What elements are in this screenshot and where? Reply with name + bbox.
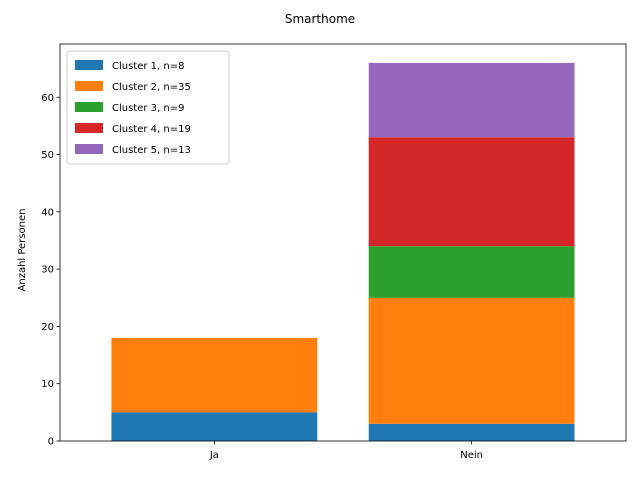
legend-swatch-4 bbox=[75, 123, 103, 133]
y-axis-label: Anzahl Personen bbox=[17, 209, 28, 292]
legend-label-2: Cluster 2, n=35 bbox=[112, 82, 191, 93]
bar-nein-series-3 bbox=[368, 246, 575, 298]
legend: Cluster 1, n=8 Cluster 2, n=35 Cluster 3, … bbox=[66, 50, 230, 165]
bar-nein-series-4 bbox=[368, 137, 575, 247]
x-tick-label-nein: Nein bbox=[460, 450, 483, 461]
y-tick-label: 30 bbox=[41, 265, 54, 276]
legend-label-4: Cluster 4, n=19 bbox=[112, 124, 191, 135]
bar-ja-series-2 bbox=[111, 337, 318, 413]
legend-label-1: Cluster 1, n=8 bbox=[112, 61, 184, 72]
legend-swatch-2 bbox=[75, 81, 103, 91]
legend-swatch-5 bbox=[75, 144, 103, 154]
bar-ja-series-1 bbox=[111, 412, 318, 441]
bar-nein-series-2 bbox=[368, 297, 575, 424]
bar-nein-series-5 bbox=[368, 62, 575, 138]
legend-label-3: Cluster 3, n=9 bbox=[112, 103, 184, 114]
chart-title: Smarthome bbox=[285, 12, 355, 26]
y-tick-label: 60 bbox=[41, 93, 54, 104]
y-tick-label: 40 bbox=[41, 207, 54, 218]
y-tick-label: 0 bbox=[48, 437, 54, 448]
legend-swatch-3 bbox=[75, 102, 103, 112]
y-tick-label: 20 bbox=[41, 322, 54, 333]
legend-label-5: Cluster 5, n=13 bbox=[112, 145, 191, 156]
x-tick-label-ja: Ja bbox=[209, 450, 219, 461]
y-tick-label: 10 bbox=[41, 379, 54, 390]
legend-swatch-1 bbox=[75, 60, 103, 70]
axes-layer: 0 10 20 30 40 50 60 Ja Nein bbox=[41, 43, 627, 461]
plot-frame bbox=[59, 43, 627, 442]
bars-layer bbox=[111, 62, 575, 441]
bar-nein-series-1 bbox=[368, 423, 575, 441]
legend-box bbox=[66, 50, 230, 165]
y-tick-label: 50 bbox=[41, 150, 54, 161]
